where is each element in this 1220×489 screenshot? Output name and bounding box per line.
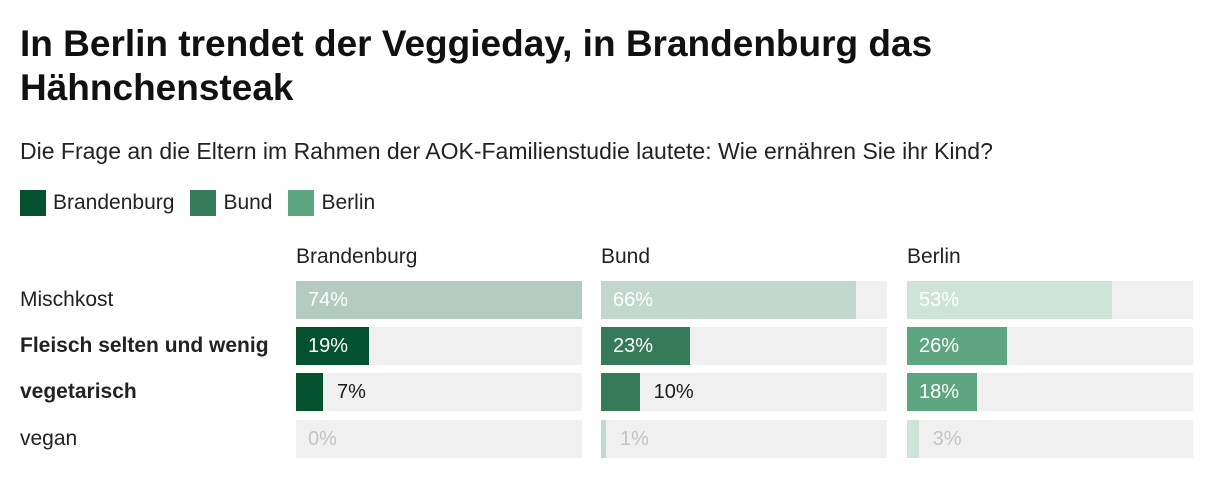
value-label: 1% bbox=[620, 428, 649, 450]
legend: Brandenburg Bund Berlin bbox=[20, 190, 391, 216]
bar bbox=[296, 327, 370, 365]
legend-swatch bbox=[288, 190, 315, 216]
bar bbox=[601, 281, 857, 319]
bar-track: 19% bbox=[296, 327, 582, 365]
bar bbox=[601, 327, 690, 365]
chart-title: In Berlin trendet der Veggieday, in Bran… bbox=[20, 23, 933, 108]
bar-track: 74% bbox=[296, 281, 582, 319]
value-label: 53% bbox=[919, 289, 960, 311]
legend-label: Brandenburg bbox=[53, 191, 175, 214]
bar-track: 26% bbox=[907, 327, 1193, 365]
legend-item: Berlin bbox=[288, 190, 375, 216]
bar bbox=[601, 420, 606, 458]
bar-track: 53% bbox=[907, 281, 1193, 319]
legend-label: Berlin bbox=[321, 191, 376, 214]
legend-swatch bbox=[190, 190, 217, 216]
bar bbox=[296, 281, 582, 319]
row-label: Fleisch selten und wenig bbox=[20, 334, 269, 357]
chart-subtitle: Die Frage an die Eltern im Rahmen der AO… bbox=[20, 138, 993, 164]
bar bbox=[907, 327, 1008, 365]
legend-label: Bund bbox=[223, 191, 273, 214]
bar-track: 10% bbox=[601, 373, 887, 411]
row-label: vegetarisch bbox=[20, 380, 137, 403]
panel-header: Berlin bbox=[907, 245, 961, 268]
bar-track: 0% bbox=[296, 420, 582, 458]
bar bbox=[601, 373, 640, 411]
bar bbox=[907, 420, 919, 458]
bar bbox=[907, 373, 977, 411]
bar-track: 7% bbox=[296, 373, 582, 411]
bar-track: 18% bbox=[907, 373, 1193, 411]
value-label: 19% bbox=[308, 335, 349, 357]
value-label: 74% bbox=[308, 289, 349, 311]
panel-header: Bund bbox=[601, 245, 651, 268]
legend-swatch bbox=[20, 190, 46, 216]
value-label: 7% bbox=[337, 381, 366, 403]
bar bbox=[296, 373, 324, 411]
bar bbox=[907, 281, 1112, 319]
row-label: vegan bbox=[20, 427, 78, 450]
bar-track: 1% bbox=[601, 420, 887, 458]
value-label: 23% bbox=[613, 335, 654, 357]
bar-track: 23% bbox=[601, 327, 887, 365]
value-label: 3% bbox=[932, 428, 962, 450]
row-label: Mischkost bbox=[20, 288, 114, 311]
value-label: 0% bbox=[308, 428, 337, 450]
value-label: 26% bbox=[919, 335, 960, 357]
value-label: 66% bbox=[613, 289, 654, 311]
bar-track: 3% bbox=[907, 420, 1193, 458]
bar-track: 66% bbox=[601, 281, 887, 319]
legend-item: Bund bbox=[190, 190, 272, 216]
value-label: 18% bbox=[919, 381, 960, 403]
panel-header: Brandenburg bbox=[296, 245, 418, 268]
value-label: 10% bbox=[653, 381, 694, 403]
legend-item: Brandenburg bbox=[20, 190, 174, 216]
